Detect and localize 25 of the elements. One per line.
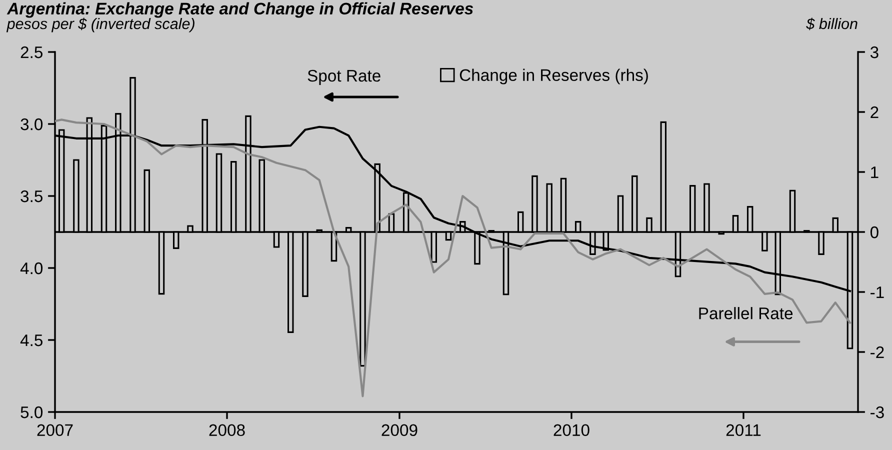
y2-axis-title: $ billion: [806, 18, 858, 30]
legend-label: Change in Reserves (rhs): [460, 68, 648, 84]
y2-tick-label: 0: [870, 226, 878, 238]
x-tick-label: 2011: [726, 424, 761, 436]
y2-tick-label: 1: [871, 166, 878, 178]
chart-title: Argentina: Exchange Rate and Change in Official Reserves: [6, 2, 474, 18]
y-tick-label: 4.5: [20, 334, 42, 346]
y2-tick-label: -1: [870, 286, 884, 298]
line-series: [55, 118, 852, 398]
y2-tick-label: 3: [870, 46, 878, 58]
series-label: Parellel Rate: [699, 307, 793, 320]
y-tick-label: 3.0: [20, 118, 43, 130]
y-tick-label: 4.0: [20, 262, 43, 274]
y2-tick-label: -3: [870, 406, 884, 418]
x-tick-label: 2010: [554, 424, 590, 436]
x-tick-label: 2008: [209, 424, 245, 436]
y-tick-label: 3.5: [20, 190, 42, 202]
x-tick-label: 2009: [382, 424, 418, 436]
y-tick-label: 2.5: [20, 46, 42, 58]
y-axis-title: pesos per $ (inverted scale): [6, 18, 194, 32]
text: Spot Rate: [308, 70, 380, 85]
y2-tick-label: -2: [870, 346, 884, 358]
y2-tick-label: 2: [870, 106, 878, 118]
x-tick-label: 2007: [37, 424, 73, 436]
y-tick-label: 5.0: [20, 406, 43, 418]
